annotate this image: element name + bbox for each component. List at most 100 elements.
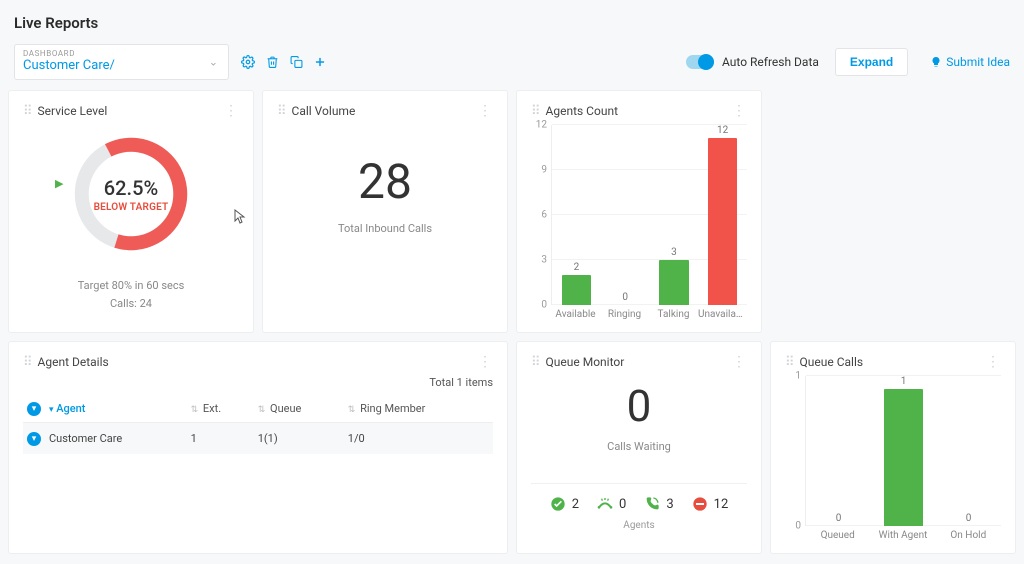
bar (708, 138, 737, 305)
drag-handle-icon[interactable]: ⠿ (277, 104, 286, 119)
queue-stat-value: 3 (666, 497, 673, 512)
column-header-agent[interactable]: ▾ Agent (45, 395, 187, 423)
queue-monitor-card: ⠿ Queue Monitor ⋮ 0 Calls Waiting 2 0 3 12 A… (516, 341, 762, 554)
y-tick: 0 (795, 521, 801, 532)
call-volume-card: ⠿ Call Volume ⋮ 28 Total Inbound Calls (262, 90, 508, 333)
bar-slot: 0 (806, 376, 871, 526)
auto-refresh-toggle[interactable] (686, 55, 714, 69)
queue-monitor-label: Calls Waiting (531, 440, 747, 453)
copy-icon[interactable] (289, 55, 303, 69)
x-label: With Agent (870, 526, 935, 541)
more-icon[interactable]: ⋮ (732, 354, 747, 370)
x-label: Queued (805, 526, 870, 541)
y-tick: 6 (541, 210, 547, 221)
queue-monitor-value: 0 (531, 380, 747, 432)
indicator-arrow-icon: ▶ (55, 177, 63, 190)
bar-value-label: 3 (671, 247, 677, 258)
drag-handle-icon[interactable]: ⠿ (531, 104, 540, 119)
call-volume-label: Total Inbound Calls (277, 222, 493, 235)
expand-all-icon[interactable]: ▾ (27, 402, 41, 416)
agents-count-chart: 036912 20312 (531, 125, 747, 305)
bar-value-label: 0 (836, 513, 842, 524)
page-title: Live Reports (14, 14, 1010, 32)
agent-details-table: ▾ ▾ Agent⇅ Ext.⇅ Queue⇅ Ring Member ▾ Cust… (23, 395, 493, 454)
column-header-ring[interactable]: ⇅ Ring Member (344, 395, 493, 423)
y-tick: 3 (541, 255, 547, 266)
queue-stat-talking: 3 (644, 496, 673, 512)
more-icon[interactable]: ⋮ (224, 103, 239, 119)
check-icon (550, 496, 566, 512)
card-title: Agents Count (546, 104, 618, 118)
y-tick: 1 (795, 371, 801, 382)
bar-value-label: 2 (574, 262, 580, 273)
service-level-target: Target 80% in 60 secs (78, 277, 185, 295)
more-icon[interactable]: ⋮ (732, 103, 747, 119)
bar (562, 275, 591, 305)
queue-monitor-agents-label: Agents (531, 520, 747, 531)
service-level-card: ⠿ Service Level ⋮ 62.5% BELOW TARGET ▶ Ta… (8, 90, 254, 333)
more-icon[interactable]: ⋮ (478, 354, 493, 370)
y-tick: 9 (541, 165, 547, 176)
queue-stat-check: 2 (550, 496, 579, 512)
y-tick: 12 (536, 120, 547, 131)
card-title: Call Volume (292, 104, 356, 118)
x-label: On Hold (936, 526, 1001, 541)
more-icon[interactable]: ⋮ (478, 103, 493, 119)
bar-slot: 1 (871, 376, 936, 526)
bar-slot: 0 (601, 125, 650, 305)
chevron-down-icon: ⌄ (209, 56, 218, 69)
card-title: Service Level (38, 104, 108, 118)
x-label: Unavailabl... (698, 305, 747, 320)
drag-handle-icon[interactable]: ⠿ (785, 355, 794, 370)
cell-ring: 1/0 (344, 423, 493, 455)
plus-icon[interactable] (313, 55, 327, 69)
lightbulb-icon (930, 55, 942, 69)
drag-handle-icon[interactable]: ⠿ (531, 355, 540, 370)
column-header-ext[interactable]: ⇅ Ext. (187, 395, 254, 423)
toolbar: DASHBOARD Customer Care/ ⌄ Auto Refresh … (0, 40, 1024, 90)
drag-handle-icon[interactable]: ⠿ (23, 104, 32, 119)
expand-button[interactable]: Expand (835, 48, 908, 76)
bar-value-label: 1 (901, 376, 907, 387)
more-icon[interactable]: ⋮ (986, 354, 1001, 370)
dashboard-overline: DASHBOARD (23, 49, 220, 58)
unavail-icon (692, 496, 708, 512)
queue-stat-unavail: 12 (692, 496, 729, 512)
card-title: Queue Calls (800, 355, 864, 369)
submit-idea-link[interactable]: Submit Idea (930, 55, 1010, 69)
queue-calls-chart: 01 010 (785, 376, 1001, 526)
y-tick: 0 (541, 300, 547, 311)
x-label: Ringing (600, 305, 649, 320)
bar-value-label: 0 (622, 292, 628, 303)
cell-queue: 1(1) (254, 423, 344, 455)
dashboard-selector[interactable]: DASHBOARD Customer Care/ ⌄ (14, 44, 229, 80)
queue-stat-value: 12 (714, 497, 729, 512)
service-level-calls: Calls: 24 (78, 295, 185, 313)
queue-stat-value: 0 (619, 497, 626, 512)
service-level-status: BELOW TARGET (94, 202, 169, 213)
bar-slot: 0 (936, 376, 1001, 526)
submit-idea-label: Submit Idea (946, 55, 1010, 69)
bar (659, 260, 688, 305)
trash-icon[interactable] (265, 55, 279, 69)
bar (884, 389, 923, 526)
x-label: Talking (649, 305, 698, 320)
call-volume-value: 28 (277, 153, 493, 210)
expand-row-icon[interactable]: ▾ (27, 432, 41, 446)
service-level-percent: 62.5% (94, 176, 169, 200)
drag-handle-icon[interactable]: ⠿ (23, 355, 32, 370)
ringing-icon (597, 496, 613, 512)
table-row[interactable]: ▾ Customer Care11(1)1/0 (23, 423, 493, 455)
auto-refresh-label: Auto Refresh Data (722, 55, 819, 69)
cell-agent: Customer Care (45, 423, 187, 455)
agents-count-card: ⠿Agents Count ⋮ 036912 20312 AvailableRi… (516, 90, 762, 333)
gear-icon[interactable] (241, 55, 255, 69)
queue-calls-card: ⠿ Queue Calls ⋮ 0 1 0 1 0 QueuedWith AgentOn… (770, 341, 1016, 554)
talking-icon (644, 496, 660, 512)
cell-ext: 1 (187, 423, 254, 455)
bar-slot: 3 (650, 125, 699, 305)
dashboard-value: Customer Care/ (23, 58, 220, 73)
agent-details-total: Total 1 items (23, 376, 493, 389)
column-header-queue[interactable]: ⇅ Queue (254, 395, 344, 423)
card-title: Queue Monitor (546, 355, 625, 369)
